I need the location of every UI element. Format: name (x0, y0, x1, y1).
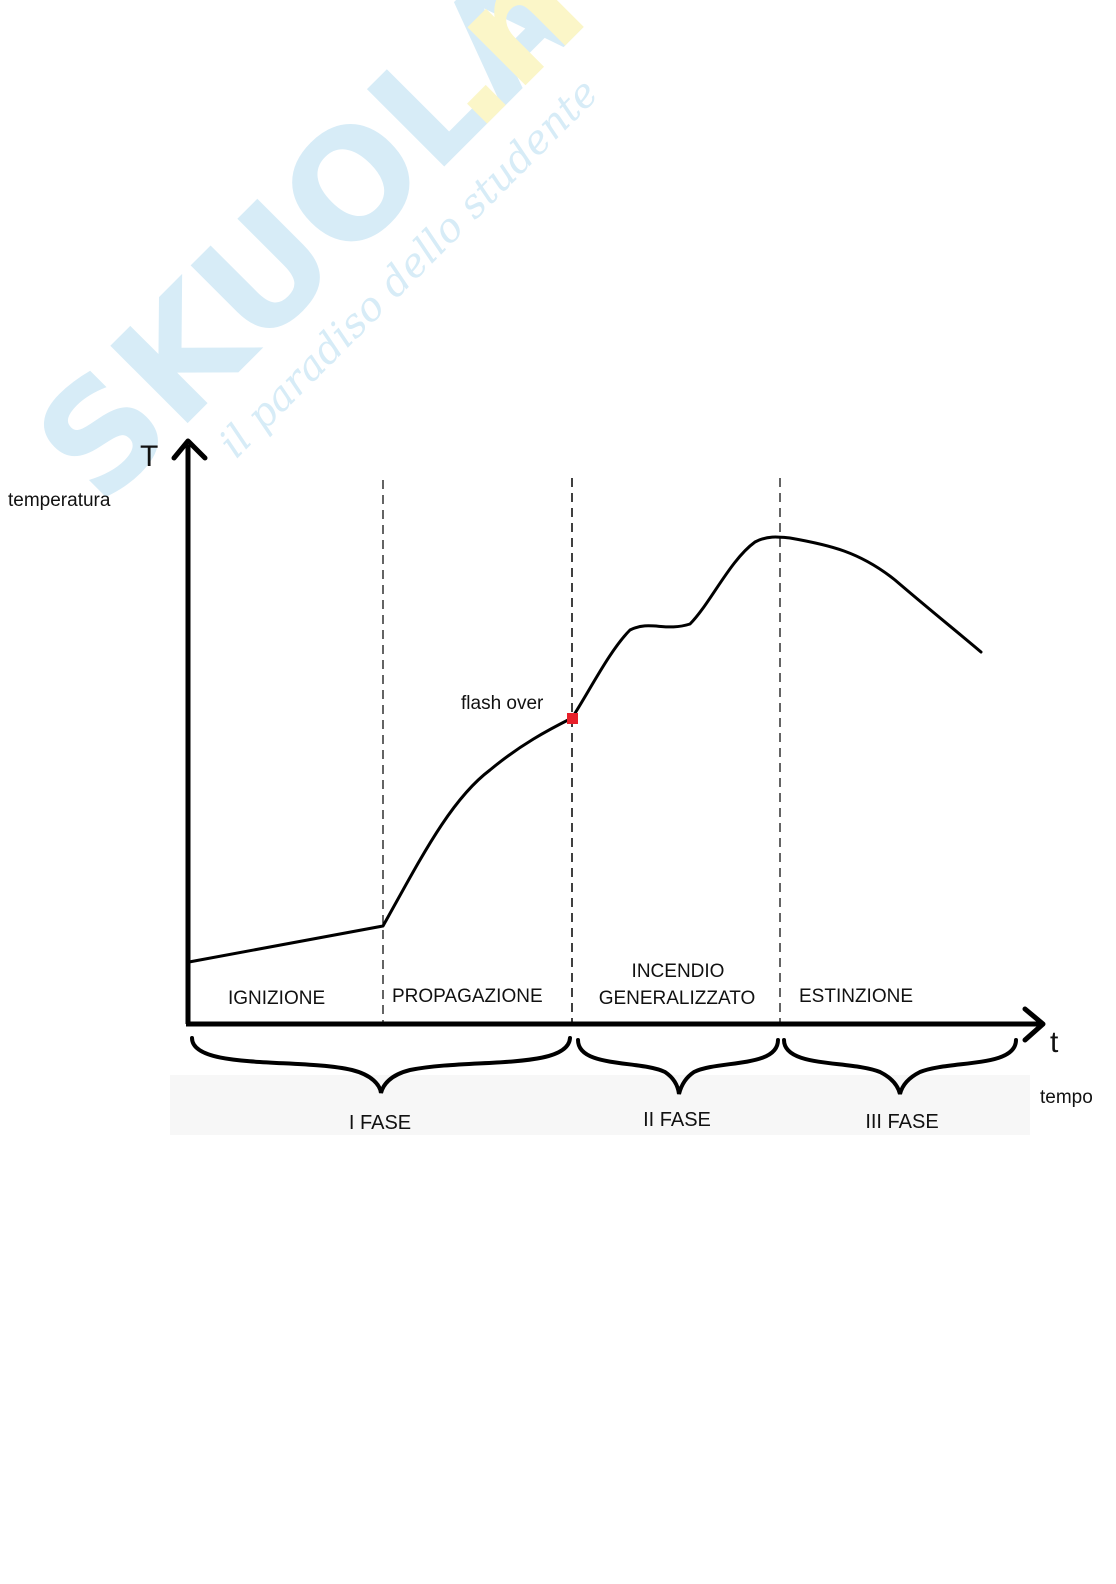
phase-label-generalizzato: GENERALIZZATO (599, 988, 756, 1009)
brace-fase-2 (576, 1038, 780, 1095)
fase-label-3: III FASE (865, 1111, 938, 1133)
y-axis-arrow (171, 438, 208, 461)
phase-label-incendio: INCENDIO (632, 961, 725, 982)
fase-label-1: I FASE (349, 1112, 411, 1134)
brace-fase-1 (190, 1036, 572, 1094)
temperature-curve (187, 535, 983, 964)
phase-label-propagazione: PROPAGAZIONE (392, 986, 543, 1007)
x-axis-letter: t (1050, 1026, 1059, 1059)
flash-over-label: flash over (461, 693, 544, 714)
watermark: SKUOLA .net il paradiso dello studente (4, 0, 740, 535)
brace-shadow-band (170, 1075, 1030, 1135)
y-axis-letter: T (140, 440, 158, 473)
brace-fase-3 (782, 1038, 1018, 1095)
x-axis-label: tempo (1040, 1087, 1093, 1108)
phase-label-estinzione: ESTINZIONE (799, 986, 913, 1007)
phase-label-ignizione: IGNIZIONE (228, 988, 325, 1009)
x-axis-arrow (1022, 1006, 1046, 1043)
y-axis-label: temperatura (8, 490, 111, 511)
fase-label-2: II FASE (643, 1109, 711, 1131)
flash-over-marker (567, 713, 578, 724)
